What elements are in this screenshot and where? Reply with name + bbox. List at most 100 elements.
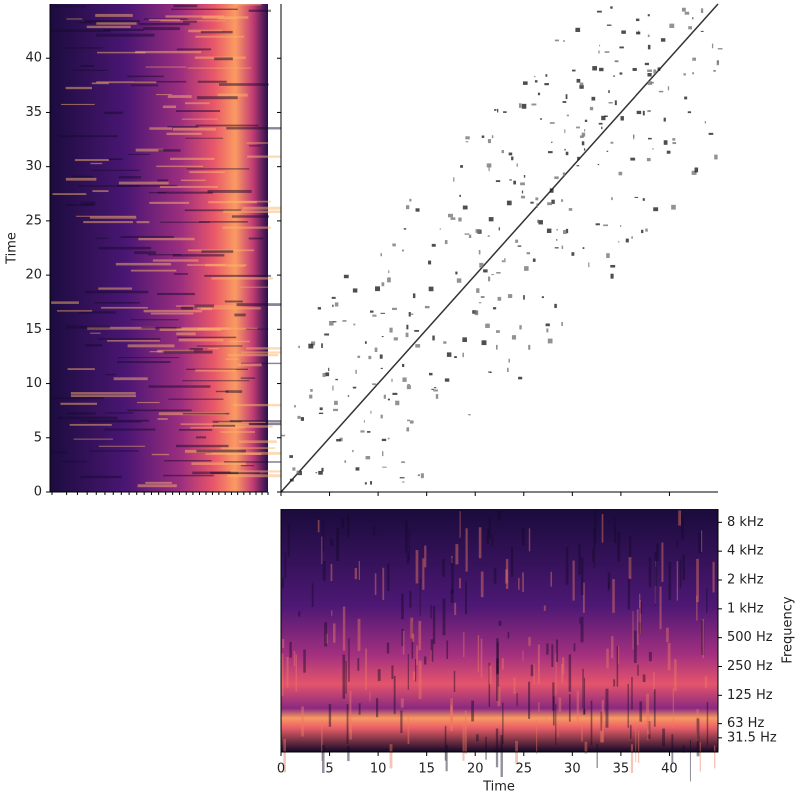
texture bbox=[410, 617, 414, 639]
texture bbox=[681, 7, 686, 12]
texture bbox=[672, 138, 676, 141]
texture bbox=[547, 338, 553, 344]
texture bbox=[545, 323, 550, 327]
texture bbox=[605, 688, 609, 728]
x-tick-label: 10 bbox=[370, 762, 387, 777]
texture bbox=[175, 444, 229, 448]
texture bbox=[453, 670, 456, 692]
texture bbox=[395, 400, 400, 406]
texture bbox=[73, 69, 108, 71]
texture bbox=[591, 96, 596, 101]
texture bbox=[70, 392, 136, 395]
texture bbox=[352, 288, 358, 293]
texture bbox=[460, 165, 464, 168]
texture bbox=[50, 29, 111, 33]
texture bbox=[496, 642, 499, 674]
texture bbox=[640, 601, 642, 614]
texture bbox=[682, 745, 685, 753]
texture bbox=[701, 620, 705, 656]
texture bbox=[533, 76, 536, 78]
y-tick-label: 0 bbox=[34, 485, 42, 500]
texture bbox=[459, 511, 461, 538]
texture bbox=[65, 86, 92, 90]
texture bbox=[646, 716, 650, 735]
texture bbox=[322, 373, 326, 377]
texture bbox=[575, 27, 581, 32]
texture bbox=[432, 606, 436, 645]
texture bbox=[608, 102, 613, 104]
texture bbox=[531, 103, 537, 106]
texture bbox=[355, 369, 357, 374]
texture bbox=[191, 462, 246, 465]
texture bbox=[416, 645, 419, 666]
texture bbox=[561, 321, 563, 327]
texture bbox=[539, 118, 543, 120]
texture bbox=[444, 240, 448, 245]
y-tick-label: 125 Hz bbox=[727, 688, 773, 703]
texture bbox=[342, 654, 346, 699]
texture bbox=[632, 611, 634, 650]
texture bbox=[647, 721, 651, 740]
texture bbox=[629, 725, 632, 739]
texture bbox=[683, 73, 686, 76]
texture bbox=[236, 303, 297, 306]
y-tick-label: 15 bbox=[25, 322, 42, 337]
texture bbox=[453, 177, 455, 182]
texture bbox=[516, 163, 518, 167]
texture bbox=[544, 83, 549, 86]
texture bbox=[706, 701, 709, 746]
texture bbox=[603, 224, 609, 227]
texture bbox=[377, 669, 381, 682]
texture bbox=[167, 95, 192, 98]
texture bbox=[168, 398, 224, 400]
texture bbox=[328, 367, 330, 372]
texture bbox=[389, 744, 393, 769]
texture bbox=[240, 377, 256, 379]
texture bbox=[672, 688, 675, 729]
texture bbox=[176, 110, 221, 112]
texture bbox=[549, 188, 554, 193]
texture bbox=[696, 595, 698, 621]
texture bbox=[475, 229, 481, 233]
texture bbox=[98, 445, 145, 447]
y-tick-label: 10 bbox=[25, 376, 42, 391]
texture bbox=[392, 307, 397, 311]
texture bbox=[653, 69, 657, 74]
texture bbox=[300, 417, 305, 421]
texture bbox=[196, 449, 246, 453]
texture bbox=[241, 351, 284, 354]
texture bbox=[601, 513, 604, 543]
texture bbox=[139, 23, 190, 26]
texture bbox=[381, 438, 387, 442]
texture bbox=[422, 558, 425, 590]
texture bbox=[382, 466, 387, 468]
texture bbox=[645, 228, 648, 232]
texture bbox=[195, 369, 236, 372]
texture bbox=[498, 620, 502, 626]
texture bbox=[592, 548, 594, 562]
texture bbox=[213, 425, 273, 428]
texture bbox=[681, 514, 684, 540]
texture bbox=[628, 557, 632, 579]
texture bbox=[180, 423, 250, 425]
texture bbox=[428, 286, 434, 292]
texture bbox=[145, 66, 187, 68]
texture bbox=[195, 35, 245, 38]
x-axis-label: Time bbox=[482, 780, 515, 795]
texture bbox=[118, 181, 169, 185]
texture bbox=[522, 650, 524, 661]
y-tick-label: 63 Hz bbox=[727, 716, 764, 731]
texture bbox=[537, 219, 539, 223]
x-tick-label: 15 bbox=[418, 762, 435, 777]
texture bbox=[554, 303, 557, 309]
texture bbox=[335, 378, 338, 381]
texture bbox=[580, 557, 584, 595]
texture bbox=[505, 559, 509, 589]
texture bbox=[332, 304, 334, 308]
texture bbox=[495, 180, 501, 183]
texture bbox=[571, 252, 575, 256]
texture bbox=[341, 518, 344, 529]
texture bbox=[400, 710, 403, 733]
x-tick-label: 35 bbox=[613, 762, 630, 777]
